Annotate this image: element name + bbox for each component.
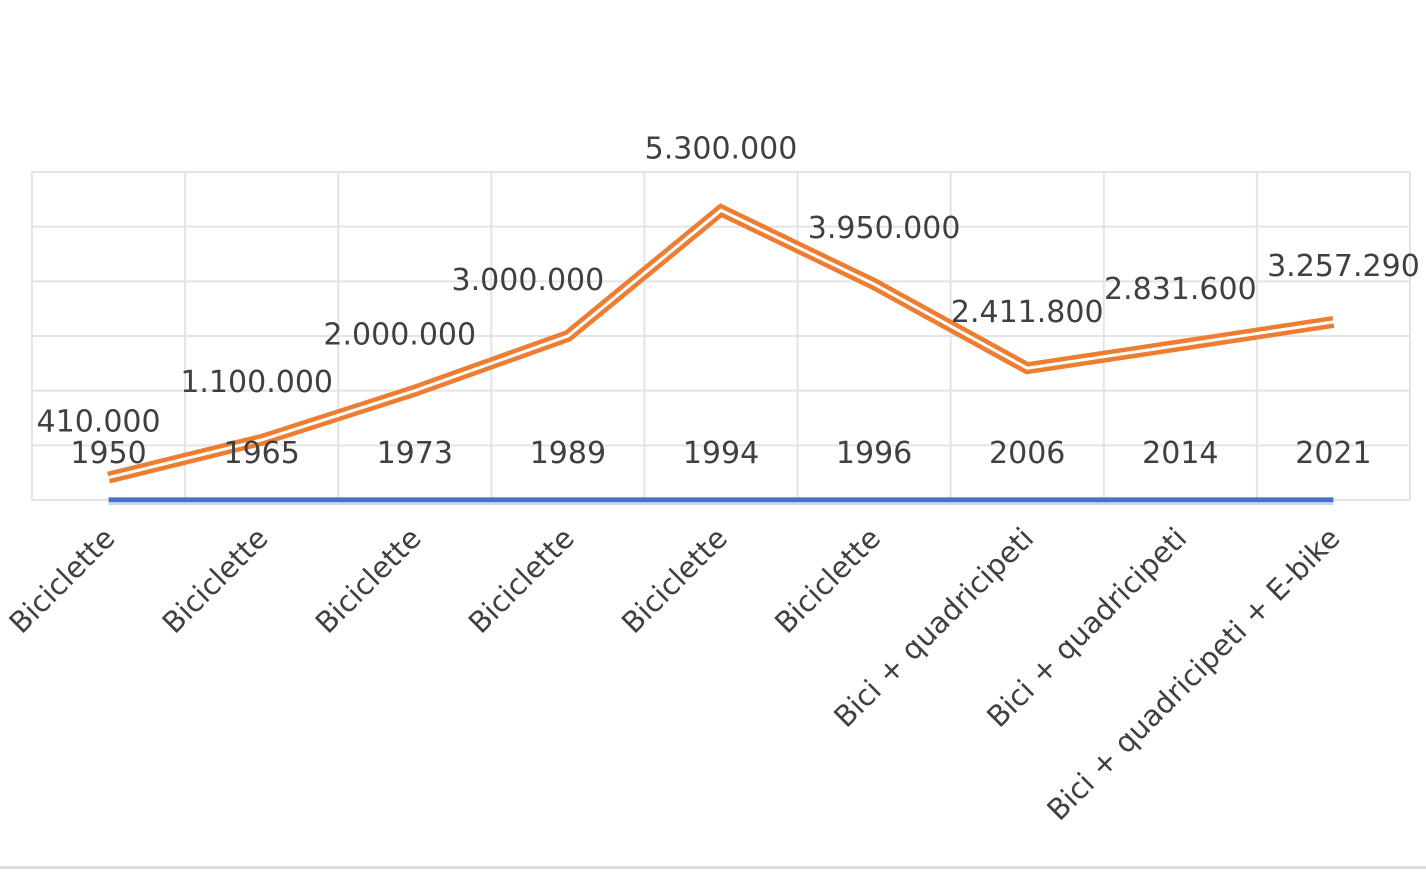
category-tick-label: Biciclette: [309, 521, 428, 640]
year-label: 2006: [989, 436, 1065, 471]
category-tick-label: Biciclette: [156, 521, 275, 640]
series-layer: [107, 203, 1335, 505]
data-label: 3.000.000: [452, 263, 605, 298]
data-label: 3.950.000: [808, 211, 961, 246]
series-line-orange-inner: [108, 208, 1334, 480]
data-label: 410.000: [37, 405, 161, 440]
data-label: 5.300.000: [645, 131, 798, 166]
data-label: 2.831.600: [1104, 272, 1257, 307]
category-tick-label: Biciclette: [768, 521, 887, 640]
year-label: 1989: [530, 436, 606, 471]
data-label: 3.257.290: [1267, 249, 1420, 284]
data-label: 1.100.000: [180, 365, 333, 400]
year-label: 1996: [836, 436, 912, 471]
year-label: 2021: [1295, 436, 1371, 471]
year-label: 1973: [377, 436, 453, 471]
grid: [31, 171, 1411, 501]
category-tick-label: Biciclette: [462, 521, 581, 640]
data-labels: 1950 1965 1973 1989 1994 1996 2006 2014 2021 410.…: [37, 131, 1420, 471]
year-label: 1965: [223, 436, 299, 471]
category-tick-label: Biciclette: [2, 521, 121, 640]
category-tick-label: Biciclette: [615, 521, 734, 640]
data-label: 2.411.800: [951, 295, 1104, 330]
bottom-divider: [0, 866, 1426, 869]
year-label: 2014: [1142, 436, 1218, 471]
x-axis: Biciclette Biciclette Biciclette Biciclette…: [2, 521, 1346, 827]
data-label: 2.000.000: [323, 318, 476, 353]
year-label: 1950: [70, 436, 146, 471]
category-tick-label: Bici + quadricipeti + E-bike: [1040, 521, 1346, 827]
year-label: 1994: [683, 436, 759, 471]
